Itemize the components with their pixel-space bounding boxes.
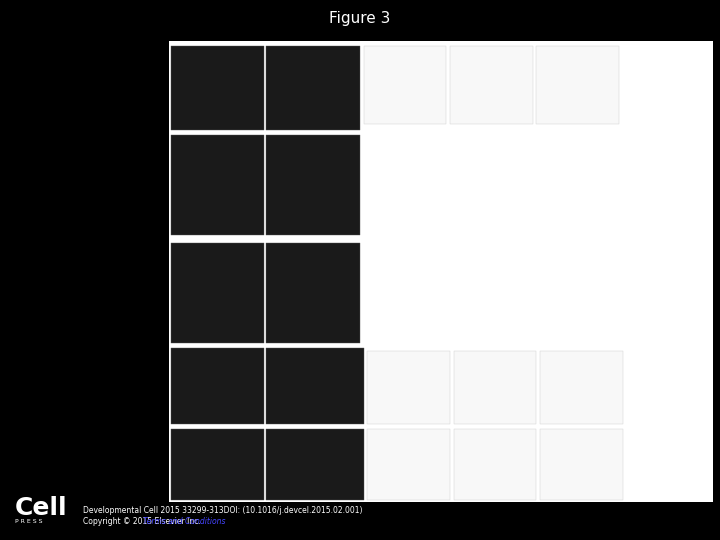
Bar — [171, 46, 264, 130]
Text: Developmental Cell 2015 33299-313DOI: (10.1016/j.devcel.2015.02.001): Developmental Cell 2015 33299-313DOI: (1… — [83, 506, 362, 515]
Bar — [266, 348, 364, 424]
Text: Cell: Cell — [14, 496, 67, 519]
Bar — [171, 135, 264, 235]
Bar — [367, 429, 450, 500]
Bar — [454, 351, 536, 424]
Bar — [171, 429, 264, 500]
Bar — [266, 46, 360, 130]
Text: P R E S S: P R E S S — [15, 518, 42, 524]
Bar — [454, 429, 536, 500]
Text: Figure 3: Figure 3 — [329, 11, 391, 26]
Bar — [169, 40, 713, 502]
Bar — [364, 46, 446, 124]
Bar — [450, 46, 533, 124]
Bar — [367, 351, 450, 424]
Bar — [540, 351, 623, 424]
Text: Terms and Conditions: Terms and Conditions — [143, 517, 225, 525]
Text: Copyright © 2015 Elsevier Inc.: Copyright © 2015 Elsevier Inc. — [83, 517, 203, 525]
Bar — [540, 429, 623, 500]
Bar — [266, 243, 360, 343]
Bar — [266, 135, 360, 235]
Bar — [171, 348, 264, 424]
Bar — [266, 429, 364, 500]
Bar — [536, 46, 619, 124]
Bar — [171, 243, 264, 343]
